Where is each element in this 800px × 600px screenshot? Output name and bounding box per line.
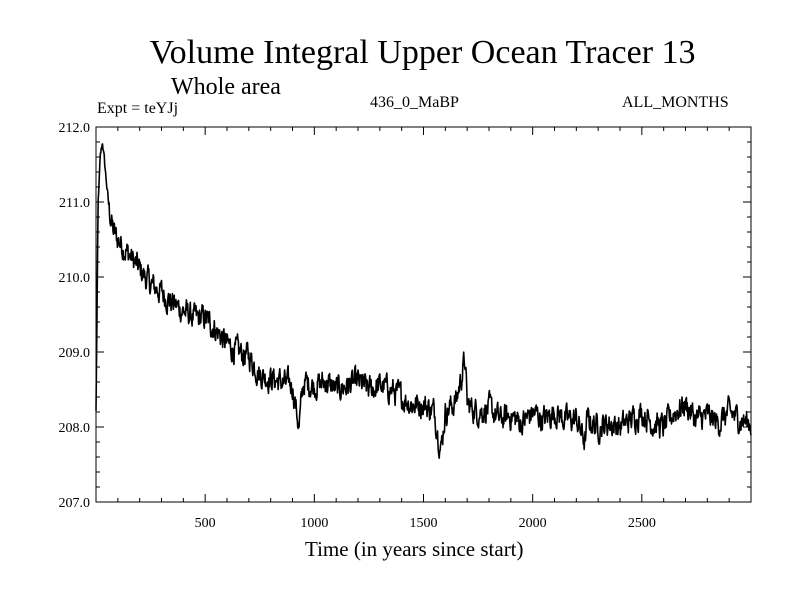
plot-frame [95,126,752,503]
y-tick-label: 209.0 [59,346,91,361]
axis-ticks [96,127,751,502]
axis-tick-labels: 500 1000 1500 2000 2500 207.0 208.0 209.0 210.0 2… [59,121,656,531]
x-tick-label: 500 [195,516,216,531]
period-label: 436_0_MaBP [370,94,459,111]
x-axis-label: Time (in years since start) [305,537,524,561]
y-tick-label: 207.0 [59,496,91,511]
experiment-label: Expt = teYJj [97,100,179,117]
x-tick-label: 1500 [410,516,438,531]
chart-title: Volume Integral Upper Ocean Tracer 13 [149,34,696,71]
y-tick-label: 212.0 [59,121,91,136]
y-tick-label: 211.0 [59,196,90,211]
x-tick-label: 2500 [628,516,656,531]
chart-subtitle: Whole area [171,74,281,100]
x-tick-label: 2000 [519,516,547,531]
data-series-line [95,143,752,459]
y-tick-label: 208.0 [59,421,91,436]
x-tick-label: 1000 [300,516,328,531]
y-tick-label: 210.0 [59,271,91,286]
months-label: ALL_MONTHS [622,94,729,111]
